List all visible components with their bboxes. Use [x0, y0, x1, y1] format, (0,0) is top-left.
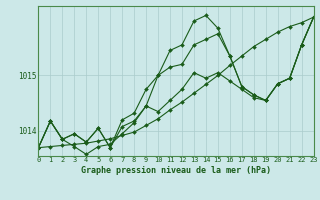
X-axis label: Graphe pression niveau de la mer (hPa): Graphe pression niveau de la mer (hPa): [81, 166, 271, 175]
